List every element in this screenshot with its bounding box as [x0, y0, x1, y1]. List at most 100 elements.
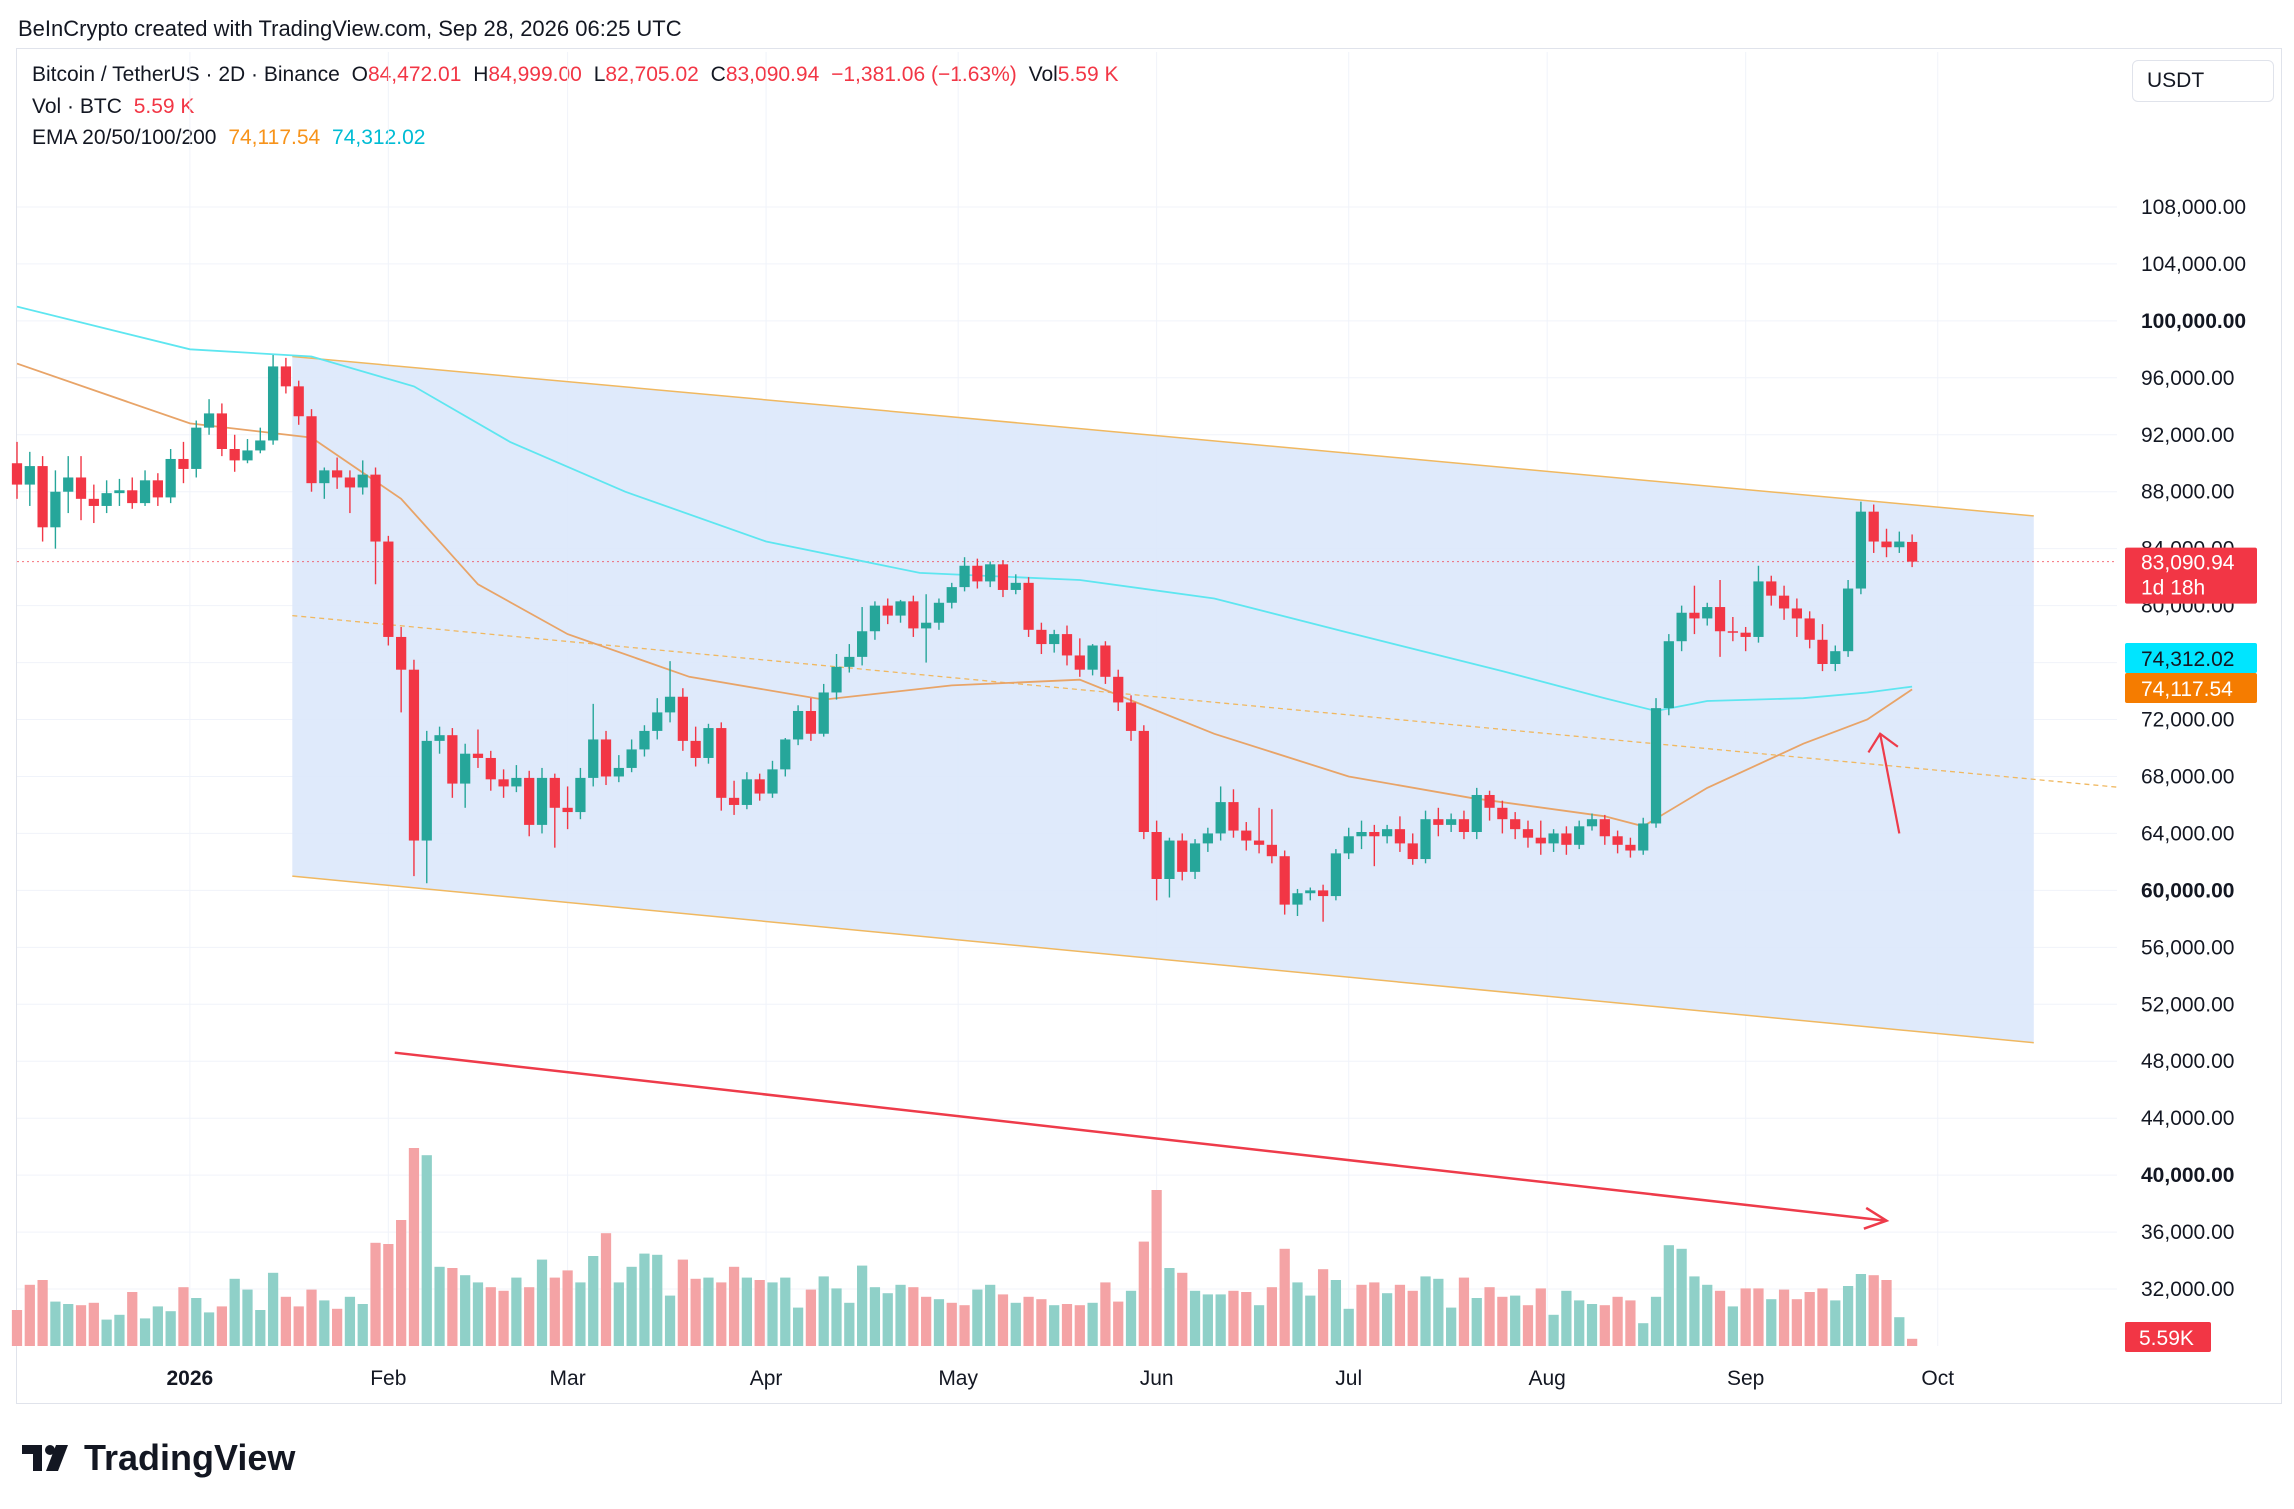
candle-body [434, 735, 445, 741]
volume-bar [1484, 1287, 1495, 1346]
candle-body [997, 564, 1009, 590]
price-tick-label: 88,000.00 [2141, 481, 2234, 504]
candle-body [1791, 608, 1802, 619]
ohlc-legend[interactable]: Bitcoin / TetherUS · 2D · Binance O84,47… [32, 63, 1125, 87]
volume-bar [1497, 1296, 1508, 1346]
candle-body [1868, 511, 1879, 542]
volume-bar [1817, 1288, 1828, 1346]
price-tick-label: 56,000.00 [2141, 936, 2234, 959]
price-tick-label: 104,000.00 [2141, 253, 2246, 276]
candle-body [203, 413, 215, 428]
candle-body [511, 777, 522, 787]
volume-bar [600, 1233, 612, 1346]
candle-body [895, 601, 906, 616]
price-tick-label: 92,000.00 [2141, 424, 2234, 447]
price-tick-label: 108,000.00 [2141, 196, 2246, 219]
candle-body [1151, 832, 1162, 879]
candle-body [1036, 629, 1047, 645]
time-tick-label: Sep [1727, 1367, 1764, 1390]
candle-body [1497, 807, 1508, 820]
volume-bar [831, 1288, 842, 1346]
ema-legend[interactable]: EMA 20/50/100/200 74,117.54 74,312.02 [32, 126, 431, 150]
candle-body [908, 601, 919, 629]
volume-bar [716, 1282, 727, 1346]
channel-mid-line [292, 614, 2117, 788]
currency-button[interactable]: USDT [2132, 60, 2274, 102]
candle-body [1574, 826, 1585, 845]
candle-body [1100, 645, 1111, 677]
volume-bar [1766, 1299, 1777, 1346]
volume-bar [1522, 1305, 1534, 1346]
candle-body [370, 474, 381, 542]
ema-lines [17, 305, 1913, 828]
volume-bar [792, 1307, 804, 1346]
tradingview-logo[interactable]: TradingView [20, 1437, 295, 1479]
candle-body [1228, 802, 1239, 831]
low-label: L [593, 63, 606, 86]
candle-body [332, 470, 343, 478]
volume-bar [1881, 1280, 1892, 1346]
time-tick-label: Mar [550, 1367, 586, 1390]
candle-body [869, 605, 881, 632]
candle-body [1292, 893, 1303, 905]
candle-body [1010, 582, 1021, 590]
candle-body [50, 491, 61, 528]
candle-body [728, 797, 740, 805]
candle-body [1471, 794, 1482, 833]
chart-frame [16, 48, 2282, 1404]
candle-body [946, 587, 957, 603]
ema-orange-value: 74,117.54 [228, 126, 321, 149]
volume-bar [844, 1302, 855, 1346]
candle-body [767, 769, 778, 794]
candle-body [101, 493, 112, 506]
volume-bar [255, 1310, 266, 1346]
candle-body [1612, 836, 1623, 845]
volume-bar [1125, 1290, 1137, 1346]
candle-body [1830, 651, 1841, 664]
volume-bar [1830, 1300, 1841, 1346]
open-value: 84,472.01 [367, 63, 462, 86]
volume-bar [1292, 1282, 1303, 1346]
candle-body [1113, 676, 1124, 703]
volume-bar [434, 1266, 445, 1346]
volume-bar [805, 1289, 817, 1346]
volume-bar [1510, 1295, 1521, 1346]
price-tag-ema-orange: 74,117.54 [2125, 673, 2257, 703]
candle-body [716, 728, 727, 798]
volume-bar [626, 1266, 637, 1346]
ema-series-name[interactable]: EMA 20/50/100/200 [32, 126, 217, 149]
candle-body [639, 730, 650, 750]
volume-bar [1727, 1306, 1738, 1346]
volume-bar [921, 1296, 932, 1346]
volume-bar [11, 1310, 23, 1346]
candle-body [972, 565, 983, 582]
volume-bar [1036, 1299, 1047, 1346]
volume-bar [1612, 1296, 1623, 1346]
candle-body [75, 477, 87, 499]
candle-body [1714, 607, 1726, 632]
volume-bar [1599, 1305, 1610, 1346]
candle-body [63, 477, 74, 492]
candle-body [11, 463, 23, 485]
symbol-title[interactable]: Bitcoin / TetherUS · 2D · Binance [32, 63, 340, 86]
candle-body [1356, 832, 1367, 837]
volume-bar [1202, 1294, 1213, 1346]
candle-body [306, 416, 317, 484]
candle-body [1625, 844, 1636, 851]
vol-label: Vol [1028, 63, 1058, 86]
volume-bar [524, 1287, 535, 1346]
candle-body [1049, 634, 1060, 645]
volume-bar [1369, 1282, 1380, 1346]
volume-legend[interactable]: Vol · BTC 5.59 K [32, 95, 200, 119]
candle-body [37, 466, 48, 528]
volume-series-name[interactable]: Vol · BTC [32, 95, 122, 118]
candle-body [1561, 833, 1572, 845]
candle-body [985, 564, 996, 582]
candle-body [1369, 832, 1380, 837]
price-tick-label: 68,000.00 [2141, 765, 2234, 788]
candle-body [152, 480, 163, 498]
volume-series-value: 5.59 K [133, 95, 195, 118]
volume-bar [396, 1220, 407, 1346]
volume-bar [1586, 1304, 1598, 1346]
